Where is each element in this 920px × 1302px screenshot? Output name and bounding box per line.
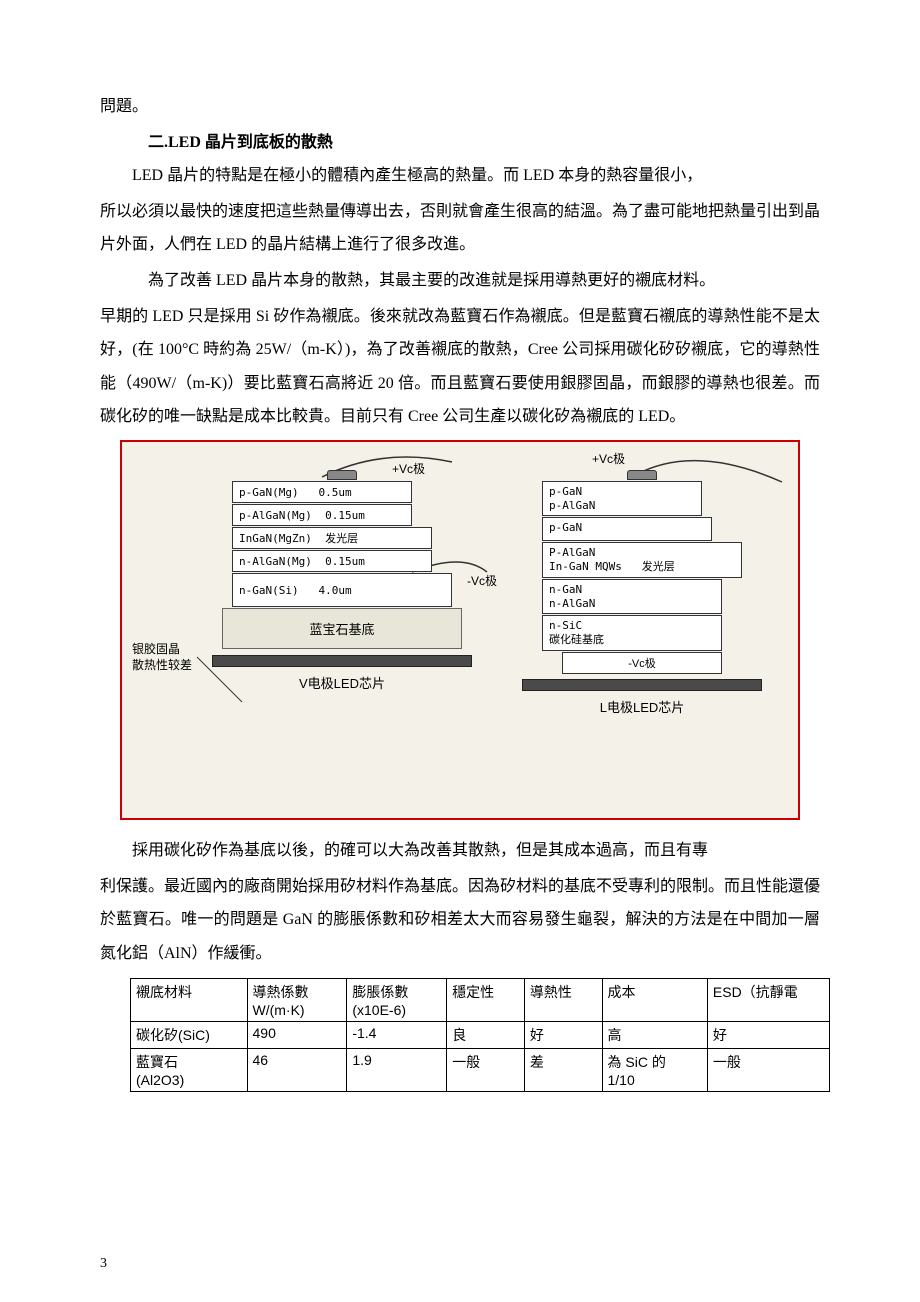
vc-pos-label-right: +Vc极 <box>592 450 625 467</box>
paragraph-continuation: 問題。 <box>100 90 820 124</box>
table-cell-1-1: 46 <box>247 1049 347 1092</box>
right-layer-3: n-GaN n-AlGaN <box>542 579 722 615</box>
table-row: 藍寶石 (Al2O3)461.9一般差為 SiC 的 1/10一般 <box>131 1049 830 1092</box>
left-led-stack: p-GaN(Mg) 0.5ump-AlGaN(Mg) 0.15umInGaN(M… <box>212 470 472 692</box>
table-cell-1-6: 一般 <box>707 1049 829 1092</box>
right-layer-4: n-SiC 碳化硅基底 <box>542 615 722 651</box>
left-layer-3: n-AlGaN(Mg) 0.15um <box>232 550 432 572</box>
table-row: 碳化矽(SiC)490-1.4良好高好 <box>131 1022 830 1049</box>
right-led-stack: p-GaN p-AlGaNp-GaNP-AlGaN In-GaN MQWs 发光… <box>522 470 762 716</box>
table-cell-0-2: -1.4 <box>347 1022 447 1049</box>
table-header-0: 襯底材料 <box>131 979 248 1022</box>
baseplate-right <box>522 679 762 691</box>
chip-label-right: L电极LED芯片 <box>600 697 685 716</box>
table-header-2: 膨脹係數 (x10E-6) <box>347 979 447 1022</box>
silver-glue-note: 银胶固晶 散热性较差 <box>132 642 192 673</box>
table-header-3: 穩定性 <box>447 979 525 1022</box>
note-line-1: 银胶固晶 <box>132 642 192 658</box>
table-cell-0-6: 好 <box>707 1022 829 1049</box>
paragraph-3a: 採用碳化矽作為基底以後，的確可以大為改善其散熱，但是其成本過高，而且有專 <box>100 834 820 868</box>
table-header-4: 導熱性 <box>524 979 602 1022</box>
paragraph-3b: 利保護。最近國內的廠商開始採用矽材料作為基底。因為矽材料的基底不受專利的限制。而… <box>100 870 820 971</box>
left-layer-0: p-GaN(Mg) 0.5um <box>232 481 412 503</box>
chip-label-left: V电极LED芯片 <box>299 673 385 692</box>
table-cell-1-5: 為 SiC 的 1/10 <box>602 1049 707 1092</box>
table-cell-0-0: 碳化矽(SiC) <box>131 1022 248 1049</box>
table-cell-0-3: 良 <box>447 1022 525 1049</box>
table-cell-0-5: 高 <box>602 1022 707 1049</box>
electrode-top-right <box>627 470 657 480</box>
baseplate-left <box>212 655 472 667</box>
left-layer-4: n-GaN(Si) 4.0um <box>232 573 452 607</box>
right-layer-1: p-GaN <box>542 517 712 541</box>
paragraph-2b: 早期的 LED 只是採用 Si 矽作為襯底。後來就改為藍寶石作為襯底。但是藍寶石… <box>100 300 820 434</box>
left-layer-1: p-AlGaN(Mg) 0.15um <box>232 504 412 526</box>
table-cell-0-4: 好 <box>524 1022 602 1049</box>
section-title: 二.LED 晶片到底板的散熱 <box>100 126 820 160</box>
table-header-1: 導熱係數 W/(m·K) <box>247 979 347 1022</box>
neg-vc-box-right: -Vc极 <box>562 652 722 674</box>
electrode-top-left <box>327 470 357 480</box>
paragraph-1b: 所以必須以最快的速度把這些熱量傳導出去，否則就會產生很高的結溫。為了盡可能地把熱… <box>100 195 820 262</box>
table-header-6: ESD（抗靜電 <box>707 979 829 1022</box>
table-cell-1-4: 差 <box>524 1049 602 1092</box>
led-chip-diagram: +Vc极 +Vc极 -Vc极 银胶固晶 散热性较差 p-GaN(Mg) 0.5u… <box>120 440 800 820</box>
right-layer-2: P-AlGaN In-GaN MQWs 发光层 <box>542 542 742 578</box>
paragraph-2a: 為了改善 LED 晶片本身的散熱，其最主要的改進就是採用導熱更好的襯底材料。 <box>100 264 820 298</box>
paragraph-1a: LED 晶片的特點是在極小的體積內產生極高的熱量。而 LED 本身的熱容量很小， <box>100 159 820 193</box>
substrate-material-table: 襯底材料導熱係數 W/(m·K)膨脹係數 (x10E-6)穩定性導熱性成本ESD… <box>130 978 830 1092</box>
table-cell-1-3: 一般 <box>447 1049 525 1092</box>
table-cell-1-2: 1.9 <box>347 1049 447 1092</box>
sapphire-substrate: 蓝宝石基底 <box>222 608 462 649</box>
table-cell-0-1: 490 <box>247 1022 347 1049</box>
right-layer-0: p-GaN p-AlGaN <box>542 481 702 517</box>
table-header-5: 成本 <box>602 979 707 1022</box>
note-line-2: 散热性较差 <box>132 658 192 674</box>
left-layer-2: InGaN(MgZn) 发光层 <box>232 527 432 549</box>
table-cell-1-0: 藍寶石 (Al2O3) <box>131 1049 248 1092</box>
page-number: 3 <box>100 1256 107 1272</box>
